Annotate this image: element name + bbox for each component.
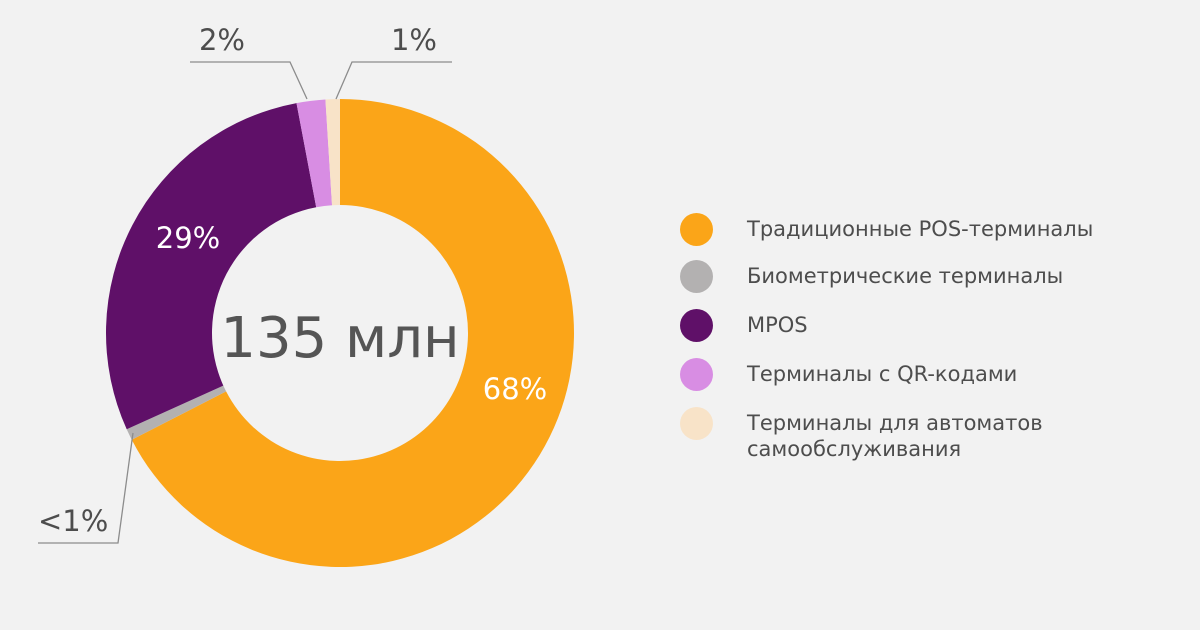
slice-label-qr: 2% (199, 23, 245, 57)
legend: Традиционные POS-терминалы Биометрически… (680, 213, 1094, 462)
legend-label-pos: Традиционные POS-терминалы (747, 217, 1094, 241)
legend-swatch-vending (680, 407, 713, 440)
slice-label-mpos: 29% (156, 221, 220, 255)
center-total-label: 135 млн (220, 306, 459, 371)
slice-mpos (106, 103, 317, 430)
legend-item-vending: Терминалы для автоматов самообслуживания (680, 407, 1093, 462)
legend-item-biometric: Биометрические терминалы (680, 260, 1093, 312)
legend-swatch-pos (680, 213, 713, 246)
slice-pos (131, 99, 574, 567)
legend-label-qr: Терминалы с QR-кодами (747, 362, 1018, 386)
legend-swatch-mpos (680, 309, 713, 342)
legend-item-qr: Терминалы с QR-кодами (680, 358, 1093, 410)
donut-slices (106, 99, 574, 567)
slice-qr (296, 99, 333, 208)
legend-label-vending: Терминалы для автоматов самообслуживания (747, 411, 1043, 461)
slice-label-biometric: <1% (38, 504, 108, 538)
legend-item-mpos: MPOS (680, 309, 1093, 361)
legend-swatch-biometric (680, 260, 713, 293)
slice-biometric (126, 385, 227, 440)
legend-label-mpos: MPOS (747, 313, 808, 337)
slice-vending (325, 99, 340, 206)
slice-label-vending: 1% (391, 23, 437, 57)
legend-label-biometric: Биометрические терминалы (747, 264, 1064, 288)
leader-line-qr (190, 61, 308, 100)
leader-lines (38, 61, 452, 544)
legend-item-pos: Традиционные POS-терминалы (680, 213, 1094, 263)
slice-labels: 68% <1% 29% 2% 1% (38, 23, 547, 538)
leader-line-vending (335, 61, 452, 100)
slice-label-pos: 68% (483, 372, 547, 406)
legend-swatch-qr (680, 358, 713, 391)
leader-line-biometric (38, 432, 134, 544)
